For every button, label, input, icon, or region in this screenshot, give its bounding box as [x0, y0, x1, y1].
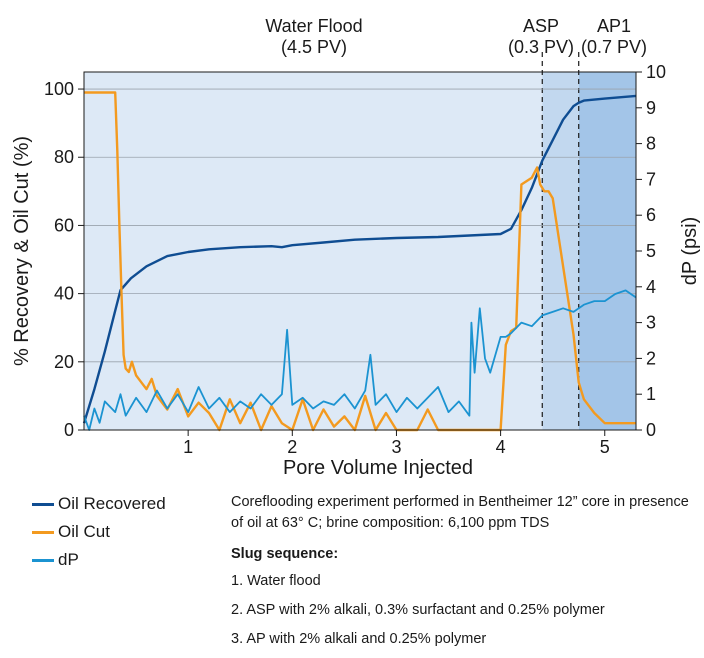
- legend-swatch-dp: [32, 558, 54, 562]
- y-left-axis-title: % Recovery & Oil Cut (%): [11, 136, 33, 366]
- y-right-tick-label: 3: [646, 313, 656, 333]
- y-right-tick-label: 1: [646, 384, 656, 404]
- x-tick-label: 3: [391, 437, 401, 457]
- y-left-tick-label: 80: [54, 147, 74, 167]
- phase-bands: [84, 52, 636, 430]
- experiment-notes: Coreflooding experiment performed in Ben…: [231, 492, 701, 658]
- y-right-tick-label: 9: [646, 98, 656, 118]
- phase-label: (4.5 PV): [281, 37, 347, 57]
- phase-label: AP1: [597, 16, 631, 36]
- y-right-axis-title: dP (psi): [679, 217, 701, 286]
- phase-label: (0.3 PV): [508, 37, 574, 57]
- y-right-tick-label: 8: [646, 134, 656, 154]
- y-right-tick-label: 7: [646, 169, 656, 189]
- series-oil-cut-line: [84, 91, 636, 432]
- y-right-tick-label: 6: [646, 205, 656, 225]
- slug-list: 1. Water flood 2. ASP with 2% alkali, 0.…: [231, 571, 701, 650]
- phase-band: [84, 72, 543, 430]
- phase-label: Water Flood: [265, 16, 362, 36]
- legend-swatch-oil-recovered: [32, 502, 54, 506]
- series-oil-recovered-line: [82, 94, 637, 424]
- legend-swatch-oil-cut: [32, 530, 54, 534]
- legend-label-dp: dP: [58, 550, 79, 569]
- legend-item-oil-cut: Oil Cut: [30, 520, 220, 544]
- y-right-tick-label: 2: [646, 348, 656, 368]
- y-right-tick-label: 5: [646, 241, 656, 261]
- series-dp-line: [83, 289, 637, 431]
- y-right-tick-label: 4: [646, 277, 656, 297]
- y-left-tick-label: 100: [44, 79, 74, 99]
- slug-item: 2. ASP with 2% alkali, 0.3% surfactant a…: [231, 602, 605, 618]
- experiment-description: Coreflooding experiment performed in Ben…: [231, 494, 689, 531]
- legend-item-oil-recovered: Oil Recovered: [30, 492, 220, 516]
- legend-label-oil-recovered: Oil Recovered: [58, 494, 166, 513]
- y-left-tick-label: 40: [54, 284, 74, 304]
- x-tick-label: 5: [600, 437, 610, 457]
- y-left-tick-label: 60: [54, 215, 74, 235]
- y-right-tick-label: 0: [646, 420, 656, 440]
- phase-label: (0.7 PV): [581, 37, 647, 57]
- x-tick-label: 4: [496, 437, 506, 457]
- legend-label-oil-cut: Oil Cut: [58, 522, 110, 541]
- axes: [78, 71, 642, 436]
- x-tick-label: 2: [287, 437, 297, 457]
- recovery-chart: Water Flood(4.5 PV) ASP(0.3 PV) AP1(0.7 PV…: [11, 16, 701, 479]
- y-left-tick-label: 0: [64, 420, 74, 440]
- x-tick-label: 1: [183, 437, 193, 457]
- phase-label: ASP: [523, 16, 559, 36]
- x-axis-title: Pore Volume Injected: [283, 457, 473, 479]
- slug-item: 3. AP with 2% alkali and 0.25% polymer: [231, 631, 487, 647]
- slug-item: 1. Water flood: [231, 573, 321, 589]
- phase-band: [578, 72, 636, 430]
- y-left-tick-label: 20: [54, 352, 74, 372]
- series-layer: [82, 91, 637, 432]
- legend: Oil Recovered Oil Cut dP: [30, 492, 220, 576]
- slug-sequence-title: Slug sequence:: [231, 546, 339, 562]
- y-right-tick-label: 10: [646, 62, 666, 82]
- chart-labels: Water Flood(4.5 PV) ASP(0.3 PV) AP1(0.7 PV…: [11, 16, 701, 479]
- legend-item-dp: dP: [30, 548, 220, 572]
